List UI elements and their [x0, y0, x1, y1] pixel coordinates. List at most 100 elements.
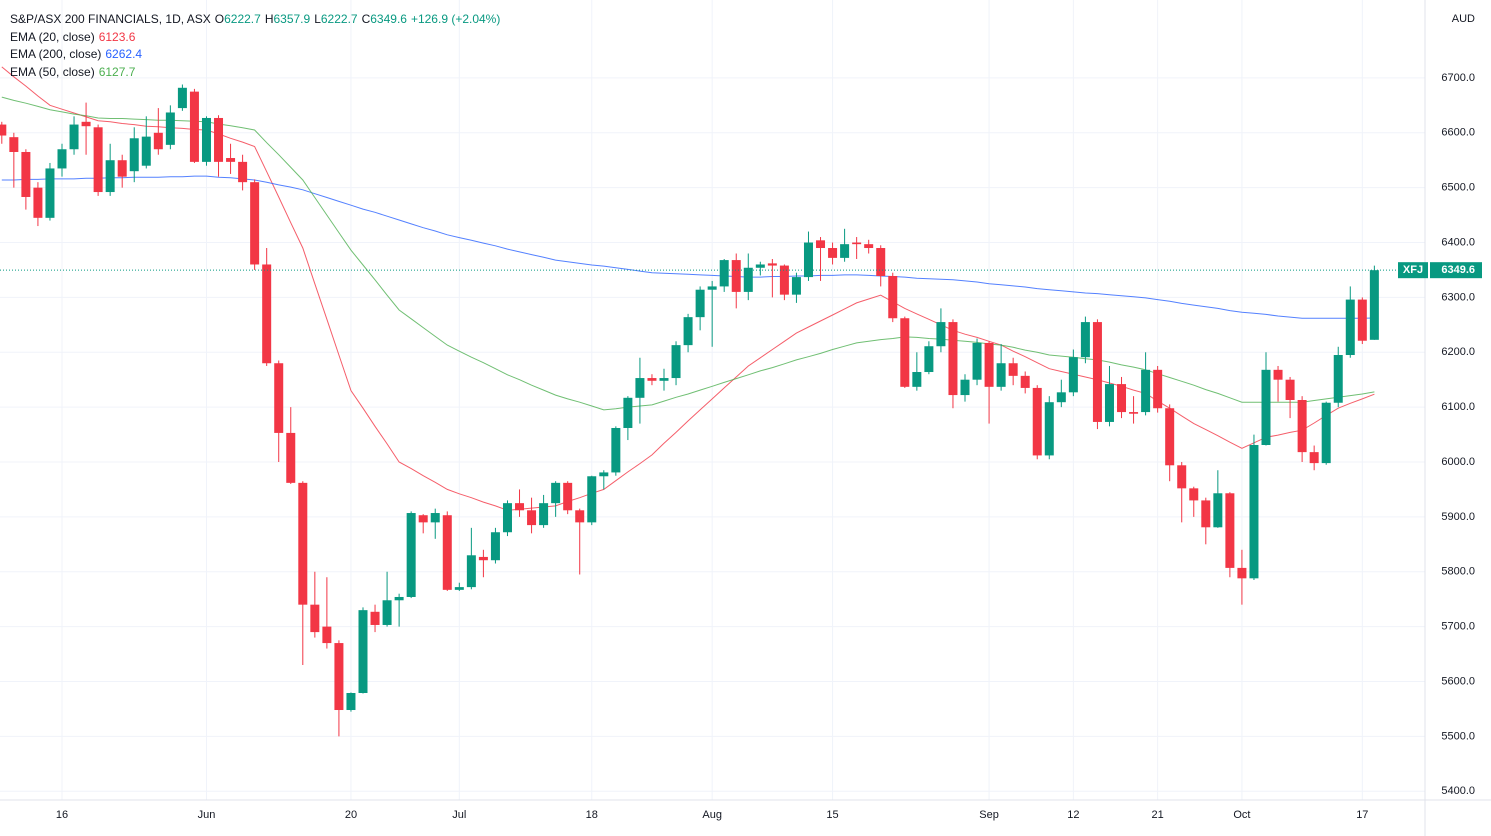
candle-body — [515, 503, 525, 511]
y-tick-label: 5700.0 — [1441, 621, 1475, 633]
candle-body — [587, 476, 597, 523]
candle-body — [779, 265, 789, 295]
candle-body — [755, 264, 765, 268]
candle-body — [1177, 465, 1187, 489]
y-tick-label: 5800.0 — [1441, 566, 1475, 578]
candle-body — [1225, 493, 1235, 568]
candle-body — [984, 342, 994, 387]
y-tick-label: 6000.0 — [1441, 456, 1475, 468]
candle-body — [358, 610, 368, 694]
candle-body — [250, 182, 260, 265]
candle-body — [659, 378, 669, 381]
candle-body — [960, 379, 970, 396]
legend-name: EMA (200, close) — [10, 47, 102, 62]
candle-body — [1129, 412, 1139, 414]
x-tick-label: Sep — [979, 809, 999, 821]
candle-body — [816, 240, 826, 249]
ohlc-value: 6349.6 — [370, 12, 407, 26]
y-tick-label: 5500.0 — [1441, 730, 1475, 742]
candle-body — [1237, 567, 1247, 579]
candle-body — [1117, 384, 1127, 413]
candle-body — [1044, 402, 1054, 456]
candle-body — [502, 503, 512, 533]
candle-body — [864, 244, 874, 249]
candle-body — [153, 132, 163, 150]
candle-body — [707, 286, 717, 290]
candle-body — [695, 289, 705, 318]
legend-value: 6127.7 — [98, 64, 136, 79]
ema-line — [1, 175, 1375, 319]
candle-body — [936, 322, 946, 347]
candle-body — [1032, 387, 1042, 456]
candle-body — [1092, 322, 1102, 422]
candle-body — [563, 482, 573, 511]
candle-body — [1249, 444, 1259, 579]
price-tag — [1430, 262, 1482, 279]
x-tick-label: Aug — [702, 809, 722, 821]
candle-body — [1309, 452, 1319, 464]
symbol-tag — [1398, 262, 1428, 279]
candle-body — [599, 472, 609, 477]
candle-body — [177, 87, 187, 109]
candle-body — [1201, 500, 1211, 528]
candle-body — [1141, 369, 1151, 413]
ohlc-row: S&P/ASX 200 FINANCIALS, 1D, ASX O6222.7 H6… — [10, 11, 504, 29]
legend: S&P/ASX 200 FINANCIALS, 1D, ASX O6222.7 H6… — [10, 11, 504, 81]
legend-value: 6262.4 — [105, 47, 143, 62]
candle-body — [33, 187, 43, 218]
y-tick-label: 6700.0 — [1441, 72, 1475, 84]
candle-body — [0, 124, 7, 136]
candle-body — [924, 346, 934, 373]
candle-body — [575, 510, 585, 523]
candle-body — [45, 168, 55, 218]
candle-body — [430, 513, 440, 523]
candle-body — [852, 242, 862, 245]
candle-body — [1008, 363, 1018, 376]
legend-entry: EMA (50, close) 6127.7 — [10, 64, 504, 82]
legend-entry: EMA (20, close) 6123.6 — [10, 29, 504, 47]
candle-body — [1068, 357, 1078, 393]
candle-body — [539, 503, 549, 526]
ohlc-value: 6357.9 — [273, 12, 311, 26]
legend-name: EMA (20, close) — [10, 29, 95, 44]
candle-body — [117, 160, 127, 177]
candle-body — [1369, 270, 1379, 340]
candle-body — [611, 427, 621, 473]
candle-body — [322, 626, 332, 644]
candle-body — [214, 117, 224, 162]
legend-name: EMA (50, close) — [10, 64, 95, 79]
change: +126.9 (+2.04%) — [410, 12, 501, 26]
candle-body — [394, 596, 404, 601]
candle-body — [298, 482, 308, 605]
candle-body — [274, 363, 284, 433]
candle-body — [551, 482, 561, 504]
candle-body — [1285, 379, 1295, 400]
candle-body — [105, 160, 115, 193]
candle-body — [1297, 400, 1307, 453]
candle-body — [876, 248, 886, 276]
candle-body — [454, 587, 464, 590]
candle-body — [623, 397, 633, 428]
candle-body — [334, 643, 344, 711]
candle-body — [1357, 299, 1367, 341]
candle-body — [948, 322, 958, 396]
candle-body — [635, 378, 645, 398]
candle-body — [900, 318, 910, 387]
candle-body — [1213, 493, 1223, 528]
candle-body — [238, 161, 248, 183]
candle-body — [1189, 488, 1199, 501]
price-tag-label: 6349.6 — [1441, 264, 1475, 276]
candle-body — [1333, 355, 1343, 403]
ohlc-value: 6222.7 — [224, 12, 261, 26]
candle-body — [310, 604, 320, 633]
candle-body — [9, 137, 19, 152]
candle-body — [418, 515, 428, 523]
candle-body — [647, 378, 657, 381]
candle-body — [1056, 392, 1066, 403]
candle-body — [129, 138, 139, 172]
candle-body — [1261, 369, 1271, 445]
legend-entry: EMA (200, close) 6262.4 — [10, 46, 504, 64]
candle-body — [731, 260, 741, 292]
